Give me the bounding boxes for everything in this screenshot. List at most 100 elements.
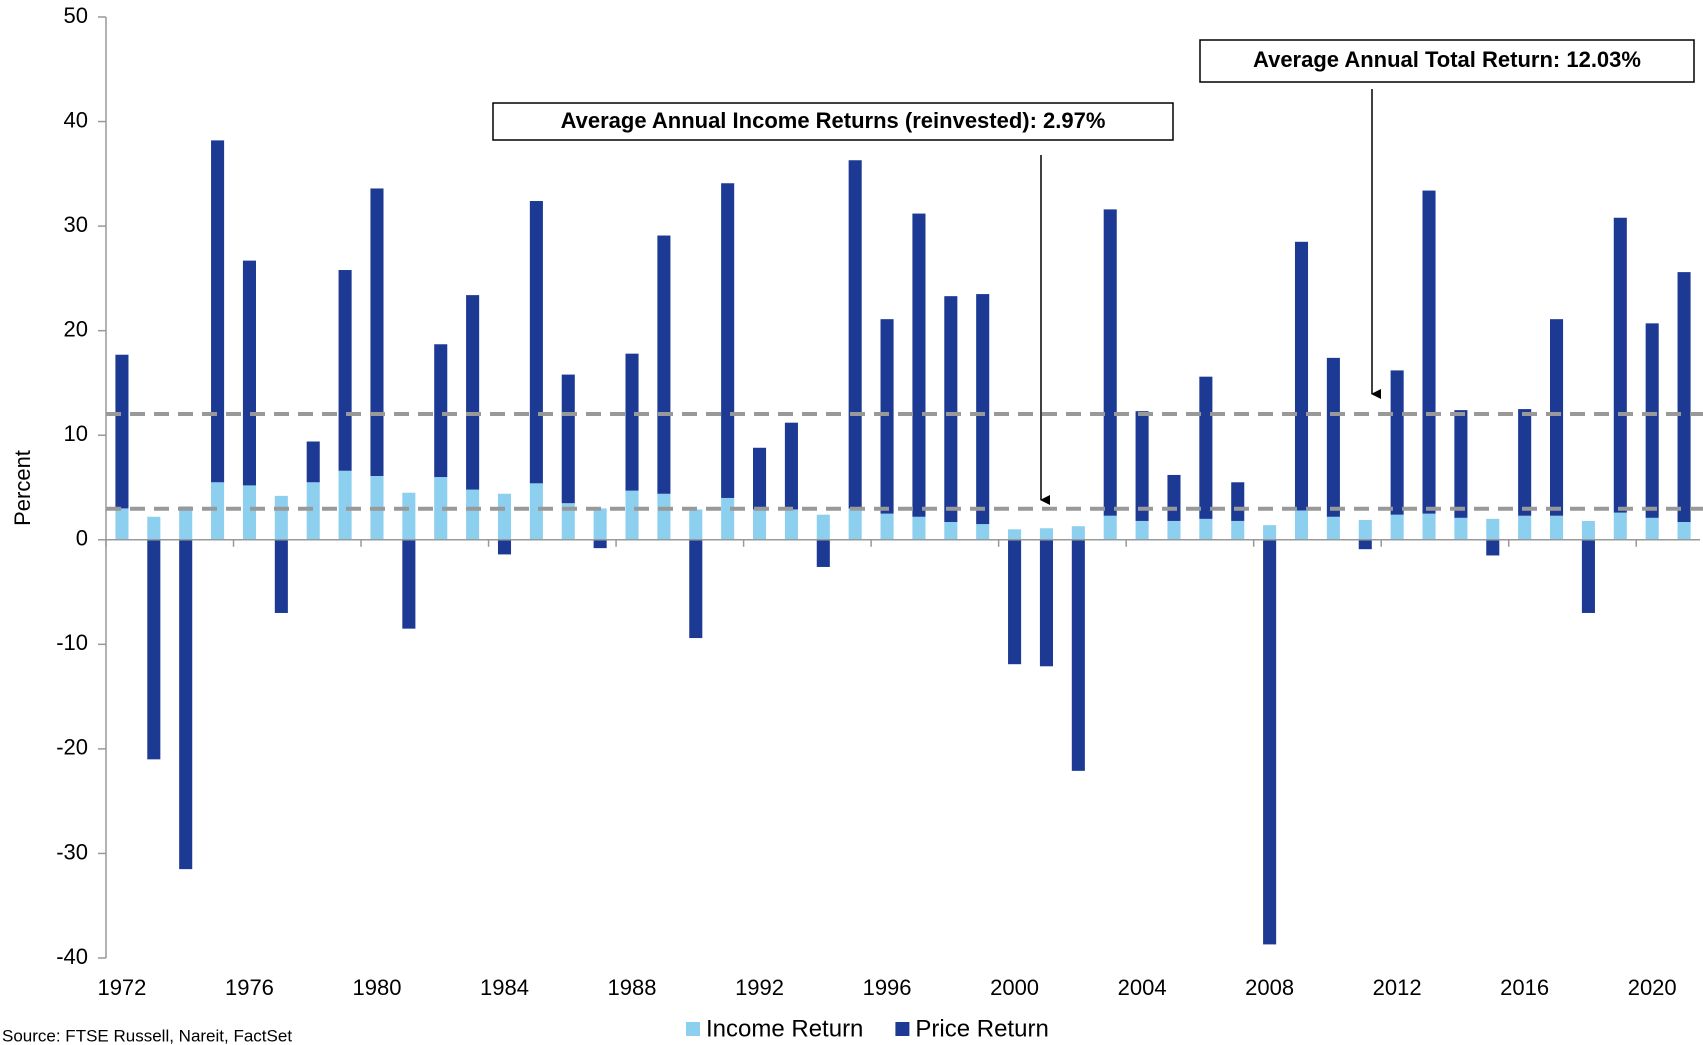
legend-label: Price Return	[915, 1015, 1048, 1042]
bar-segment	[434, 344, 448, 478]
bar-segment	[784, 509, 798, 540]
source-note: Source: FTSE Russell, Nareit, FactSet	[2, 1026, 292, 1045]
y-tick-label: 40	[64, 107, 88, 132]
bar-segment	[816, 514, 830, 540]
bar-segment	[1550, 515, 1564, 540]
bar-segment	[1518, 409, 1532, 516]
bar-segment	[1422, 513, 1436, 540]
bar-segment	[1486, 518, 1500, 540]
bar-segment	[848, 508, 862, 540]
bar-segment	[1390, 514, 1404, 540]
bar-segment	[529, 483, 543, 540]
bar-segment	[1454, 410, 1468, 518]
y-tick-label: 10	[64, 421, 88, 446]
annotation: Average Annual Total Return: 12.03%	[1253, 47, 1641, 72]
y-tick-label: -30	[56, 839, 88, 864]
bar-segment	[179, 506, 193, 540]
bar-segment	[657, 493, 671, 540]
legend-swatch	[895, 1022, 910, 1036]
bar-segment	[211, 482, 225, 540]
plot-area: -40 -30 -20 -10 0 10 20 30 40 50 1972 1976 1980 1984 1…	[56, 3, 1703, 1042]
bar-segment	[1008, 529, 1022, 540]
bar-segment	[1263, 525, 1277, 540]
bar-segment	[976, 524, 990, 540]
bar-segment	[1294, 510, 1309, 540]
bar-segment	[242, 260, 256, 486]
y-tick-label: -40	[56, 944, 88, 969]
bar-segment	[880, 513, 894, 540]
annotation: Average Annual Income Returns (reinveste…	[561, 108, 1106, 133]
x-tick-label: 1976	[225, 975, 274, 1000]
bar-segment	[497, 493, 512, 540]
x-tick-label: 1980	[353, 975, 402, 1000]
bar-segment	[1294, 241, 1309, 511]
bar-segment	[1550, 319, 1564, 516]
x-tick-label: 2020	[1628, 975, 1677, 1000]
bar-segment	[1326, 516, 1340, 540]
bar-segment	[1518, 515, 1532, 540]
bar-segment	[880, 319, 894, 514]
bar-segment	[1358, 519, 1372, 540]
legend-swatch	[686, 1022, 700, 1036]
bar-segment	[689, 509, 703, 540]
bar-segment	[848, 160, 862, 509]
bar-segment	[306, 482, 320, 540]
y-tick-label: -10	[56, 630, 88, 655]
bar-segment	[1167, 474, 1181, 521]
x-tick-label: 1988	[608, 975, 657, 1000]
y-tick-label: 0	[76, 526, 88, 551]
bar-segment	[338, 270, 352, 471]
bar-segment	[1613, 512, 1627, 540]
bar-segment	[147, 516, 161, 540]
x-tick-label: 1996	[863, 975, 912, 1000]
bar-segment	[115, 508, 129, 540]
bar-segment	[274, 495, 288, 540]
x-tick-label: 2012	[1373, 975, 1422, 1000]
annotation-box	[1199, 39, 1695, 83]
bar-segment	[402, 539, 416, 629]
bar-segment	[179, 539, 193, 870]
bar-segment	[944, 296, 958, 523]
y-tick-label: -20	[56, 735, 88, 760]
bar-segment	[753, 447, 767, 510]
bar-segment	[1326, 357, 1340, 517]
bar-segment	[944, 522, 958, 540]
bar-segment	[466, 295, 480, 490]
y-tick-label: 50	[64, 3, 88, 28]
bar-segment	[1231, 482, 1245, 521]
bar-segment	[1103, 209, 1117, 516]
x-tick-label: 1972	[97, 975, 146, 1000]
bar-segment	[625, 353, 639, 491]
bar-segment	[593, 508, 607, 540]
bar-segment	[338, 470, 352, 540]
bar-segment	[976, 294, 990, 525]
bar-segment	[1358, 539, 1372, 550]
x-tick-label: 2000	[990, 975, 1039, 1000]
bar-segment	[1039, 539, 1053, 667]
legend-label: Income Return	[706, 1015, 863, 1042]
bar-segment	[1645, 517, 1659, 540]
bar-segment	[1071, 539, 1085, 771]
x-tick-label: 2008	[1245, 975, 1294, 1000]
bar-segment	[1581, 520, 1595, 540]
bar-segment	[721, 183, 735, 498]
bar-segment	[402, 492, 416, 540]
bar-segment	[529, 201, 543, 484]
bar-segment	[115, 354, 129, 509]
bar-segment	[1135, 411, 1149, 521]
bar-segment	[1390, 370, 1404, 515]
bar-segment	[1008, 539, 1022, 665]
bar-segment	[721, 497, 735, 540]
bar-segment	[625, 490, 639, 540]
bar-segment	[1645, 323, 1659, 518]
bar-segment	[434, 477, 448, 540]
bar-segment	[1677, 272, 1691, 523]
bar-segment	[1167, 520, 1181, 540]
bar-segment	[466, 489, 480, 540]
bar-segment	[306, 441, 320, 483]
bar-segment	[1263, 539, 1277, 945]
bar-segment	[1581, 539, 1595, 613]
bar-segment	[1071, 526, 1085, 540]
x-tick-label: 1992	[735, 975, 784, 1000]
